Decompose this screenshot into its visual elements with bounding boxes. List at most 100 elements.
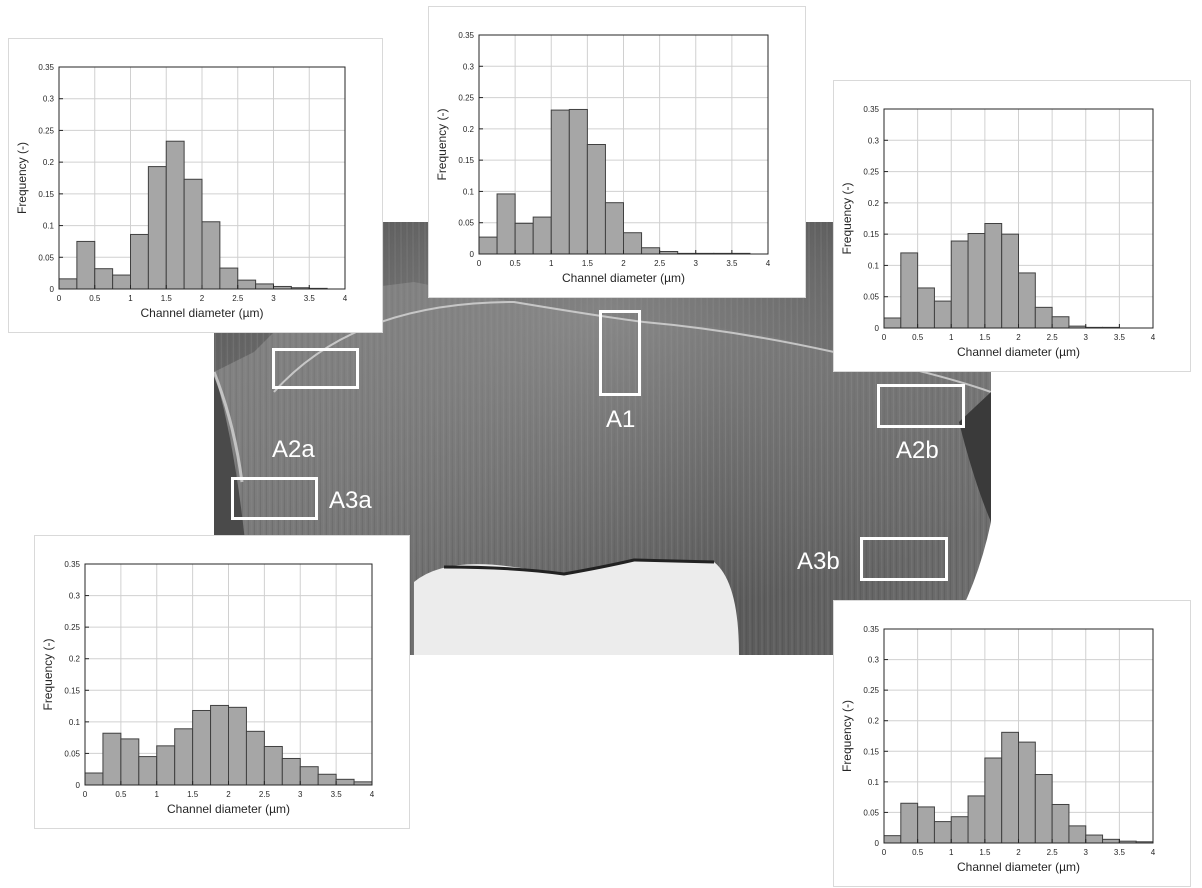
histogram-bar: [237, 279, 257, 290]
histogram-bar: [917, 287, 935, 329]
y-tick-label: 0.35: [38, 63, 54, 72]
y-tick-label: 0.3: [43, 95, 55, 104]
y-tick-label: 0: [50, 285, 55, 294]
y-tick-label: 0: [875, 839, 880, 848]
y-tick-label: 0.1: [69, 718, 81, 727]
x-axis-label: Channel diameter (µm): [957, 860, 1080, 874]
x-tick-label: 2: [226, 790, 231, 799]
y-tick-label: 0.35: [458, 31, 474, 40]
histogram-bar: [201, 221, 221, 290]
x-tick-label: 1: [949, 848, 954, 857]
histogram-bar: [641, 247, 661, 255]
x-tick-label: 3: [1084, 333, 1089, 342]
region-label-a1: A1: [606, 406, 636, 433]
x-axis-label: Channel diameter (µm): [141, 306, 264, 320]
histogram-bar: [120, 738, 140, 786]
histogram-panel-a3a: 0 0.5 1 1.5 2 2.5 3 3.5 4 0 0.05 0.1 0.15 0.2 0.25 0.3 0…: [34, 535, 410, 829]
histogram-bar: [950, 816, 969, 844]
y-axis-label: Frequency (-): [15, 142, 29, 214]
x-tick-label: 1: [155, 790, 160, 799]
histogram-bar: [883, 317, 902, 329]
x-tick-label: 3: [298, 790, 303, 799]
y-tick-label: 0.2: [868, 717, 880, 726]
histogram-bar: [1018, 741, 1036, 844]
x-tick-label: 0: [57, 294, 62, 303]
histogram-bar: [138, 756, 158, 786]
histogram-bar: [568, 108, 588, 255]
histogram-bar: [147, 166, 167, 290]
histogram-bar: [1001, 233, 1019, 329]
histogram-bar: [228, 706, 247, 786]
x-tick-label: 0: [882, 333, 887, 342]
x-tick-label: 2.5: [232, 294, 244, 303]
histogram-bar: [156, 745, 176, 786]
x-tick-label: 4: [343, 294, 348, 303]
histogram-bar: [1018, 272, 1036, 329]
histogram-bar: [58, 278, 78, 290]
histogram-bar: [984, 223, 1003, 329]
histogram-bar: [933, 821, 952, 844]
histogram-bar: [94, 268, 114, 290]
region-label-a3b: A3b: [797, 548, 840, 575]
histogram-bar: [933, 300, 952, 329]
histogram-bar: [514, 222, 534, 255]
histogram-bar: [586, 144, 606, 255]
histogram-a2a: 0 0.5 1 1.5 2 2.5 3 3.5 4 0 0.05 0.1 0.15 0.2 0.25 0.3 0…: [15, 63, 348, 320]
x-tick-label: 4: [766, 259, 771, 268]
x-tick-label: 0.5: [912, 333, 924, 342]
x-axis-label: Channel diameter (µm): [167, 802, 290, 816]
y-tick-label: 0.1: [868, 778, 880, 787]
histogram-bar: [623, 232, 643, 255]
region-box-a2a: [272, 348, 359, 389]
x-tick-label: 1.5: [582, 259, 594, 268]
histogram-bar: [950, 240, 969, 329]
y-tick-label: 0: [76, 781, 81, 790]
x-tick-label: 0.5: [115, 790, 127, 799]
histogram-bar: [967, 795, 986, 844]
histogram-bar: [1051, 316, 1070, 329]
y-tick-label: 0.15: [863, 230, 879, 239]
x-tick-label: 2: [1016, 333, 1021, 342]
y-tick-label: 0.35: [863, 625, 879, 634]
x-tick-label: 3.5: [1114, 333, 1126, 342]
histogram-a1: 0 0.5 1 1.5 2 2.5 3 3.5 4 0 0.05 0.1 0.15 0.2 0.25 0.3 0…: [435, 31, 771, 285]
y-tick-label: 0.1: [868, 261, 880, 270]
histogram-panel-a1: 0 0.5 1 1.5 2 2.5 3 3.5 4 0 0.05 0.1 0.15 0.2 0.25 0.3 0…: [428, 6, 806, 298]
x-tick-label: 0.5: [912, 848, 924, 857]
histogram-bar: [263, 745, 283, 786]
y-tick-label: 0.3: [868, 136, 880, 145]
histogram-panel-a2a: 0 0.5 1 1.5 2 2.5 3 3.5 4 0 0.05 0.1 0.15 0.2 0.25 0.3 0…: [8, 38, 383, 333]
histogram-bar: [130, 233, 149, 290]
histogram-bar: [1051, 803, 1070, 844]
y-tick-label: 0.3: [463, 62, 475, 71]
x-tick-label: 4: [1151, 848, 1156, 857]
histogram-bar: [478, 236, 498, 255]
x-tick-label: 3.5: [331, 790, 343, 799]
y-tick-label: 0.25: [64, 623, 80, 632]
y-tick-label: 0.2: [69, 655, 81, 664]
y-tick-label: 0.05: [863, 293, 879, 302]
x-tick-label: 2: [621, 259, 626, 268]
y-tick-label: 0.15: [38, 190, 54, 199]
region-label-a3a: A3a: [329, 487, 372, 514]
x-tick-label: 3.5: [726, 259, 738, 268]
histogram-bar: [255, 283, 274, 290]
y-axis-label: Frequency (-): [41, 638, 55, 710]
y-axis-label: Frequency (-): [840, 182, 854, 254]
histogram-a2b: 0 0.5 1 1.5 2 2.5 3 3.5 4 0 0.05 0.1 0.15 0.2 0.25 0.3 0…: [840, 105, 1156, 359]
y-axis-label: Frequency (-): [840, 700, 854, 772]
region-box-a3a: [231, 477, 318, 520]
y-tick-label: 0.05: [38, 253, 54, 262]
x-tick-label: 2: [1016, 848, 1021, 857]
x-tick-label: 1.5: [187, 790, 199, 799]
x-tick-label: 3.5: [1114, 848, 1126, 857]
x-tick-label: 3.5: [304, 294, 316, 303]
histogram-bar: [900, 252, 919, 329]
x-tick-label: 2.5: [1047, 848, 1059, 857]
region-box-a3b: [860, 537, 948, 581]
histogram-bar: [900, 802, 919, 844]
histogram-bar: [210, 704, 229, 786]
y-tick-label: 0.35: [863, 105, 879, 114]
histogram-bar: [604, 202, 624, 255]
histogram-bar: [317, 773, 337, 786]
